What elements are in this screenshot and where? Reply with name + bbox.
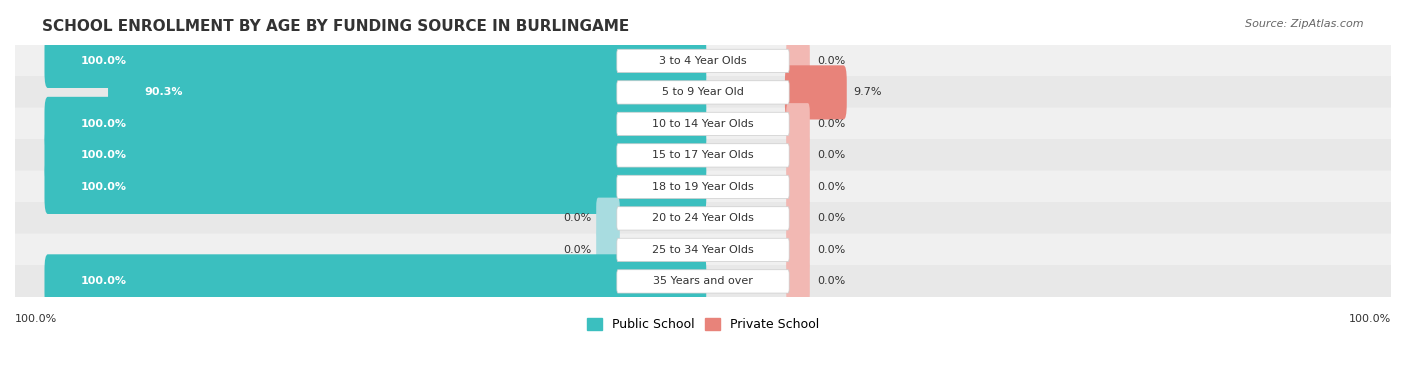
- Text: Source: ZipAtlas.com: Source: ZipAtlas.com: [1246, 19, 1364, 29]
- Text: 100.0%: 100.0%: [1348, 314, 1391, 325]
- Text: 100.0%: 100.0%: [80, 150, 127, 160]
- FancyBboxPatch shape: [617, 49, 789, 72]
- Text: 0.0%: 0.0%: [818, 119, 846, 129]
- FancyBboxPatch shape: [617, 144, 789, 167]
- FancyBboxPatch shape: [786, 103, 810, 145]
- Text: 0.0%: 0.0%: [818, 213, 846, 224]
- FancyBboxPatch shape: [786, 261, 810, 302]
- FancyBboxPatch shape: [15, 44, 1391, 77]
- FancyBboxPatch shape: [617, 112, 789, 136]
- Text: 10 to 14 Year Olds: 10 to 14 Year Olds: [652, 119, 754, 129]
- FancyBboxPatch shape: [617, 207, 789, 230]
- Text: 100.0%: 100.0%: [80, 182, 127, 192]
- Text: 90.3%: 90.3%: [143, 87, 183, 97]
- FancyBboxPatch shape: [45, 160, 706, 214]
- FancyBboxPatch shape: [786, 135, 810, 176]
- FancyBboxPatch shape: [108, 65, 706, 120]
- FancyBboxPatch shape: [617, 175, 789, 199]
- Text: 20 to 24 Year Olds: 20 to 24 Year Olds: [652, 213, 754, 224]
- Text: 0.0%: 0.0%: [564, 245, 592, 255]
- FancyBboxPatch shape: [786, 229, 810, 271]
- FancyBboxPatch shape: [15, 233, 1391, 266]
- Text: 0.0%: 0.0%: [818, 276, 846, 287]
- Text: 0.0%: 0.0%: [818, 56, 846, 66]
- FancyBboxPatch shape: [596, 229, 620, 271]
- FancyBboxPatch shape: [45, 128, 706, 182]
- Text: 18 to 19 Year Olds: 18 to 19 Year Olds: [652, 182, 754, 192]
- FancyBboxPatch shape: [617, 270, 789, 293]
- Text: 100.0%: 100.0%: [80, 276, 127, 287]
- Text: 5 to 9 Year Old: 5 to 9 Year Old: [662, 87, 744, 97]
- FancyBboxPatch shape: [786, 40, 810, 82]
- Text: SCHOOL ENROLLMENT BY AGE BY FUNDING SOURCE IN BURLINGAME: SCHOOL ENROLLMENT BY AGE BY FUNDING SOUR…: [42, 19, 630, 34]
- Text: 0.0%: 0.0%: [818, 150, 846, 160]
- Text: 9.7%: 9.7%: [853, 87, 882, 97]
- FancyBboxPatch shape: [15, 107, 1391, 140]
- FancyBboxPatch shape: [596, 198, 620, 239]
- Text: 0.0%: 0.0%: [564, 213, 592, 224]
- Text: 15 to 17 Year Olds: 15 to 17 Year Olds: [652, 150, 754, 160]
- Text: 25 to 34 Year Olds: 25 to 34 Year Olds: [652, 245, 754, 255]
- FancyBboxPatch shape: [785, 65, 846, 120]
- FancyBboxPatch shape: [15, 202, 1391, 235]
- FancyBboxPatch shape: [617, 81, 789, 104]
- FancyBboxPatch shape: [45, 34, 706, 88]
- FancyBboxPatch shape: [15, 76, 1391, 109]
- Legend: Public School, Private School: Public School, Private School: [582, 313, 824, 336]
- FancyBboxPatch shape: [45, 254, 706, 308]
- Text: 3 to 4 Year Olds: 3 to 4 Year Olds: [659, 56, 747, 66]
- FancyBboxPatch shape: [15, 170, 1391, 203]
- Text: 100.0%: 100.0%: [80, 119, 127, 129]
- FancyBboxPatch shape: [45, 97, 706, 151]
- Text: 35 Years and over: 35 Years and over: [652, 276, 754, 287]
- Text: 100.0%: 100.0%: [80, 56, 127, 66]
- FancyBboxPatch shape: [786, 166, 810, 208]
- FancyBboxPatch shape: [786, 198, 810, 239]
- Text: 0.0%: 0.0%: [818, 182, 846, 192]
- Text: 100.0%: 100.0%: [15, 314, 58, 325]
- FancyBboxPatch shape: [617, 238, 789, 262]
- FancyBboxPatch shape: [15, 265, 1391, 298]
- FancyBboxPatch shape: [15, 139, 1391, 172]
- Text: 0.0%: 0.0%: [818, 245, 846, 255]
